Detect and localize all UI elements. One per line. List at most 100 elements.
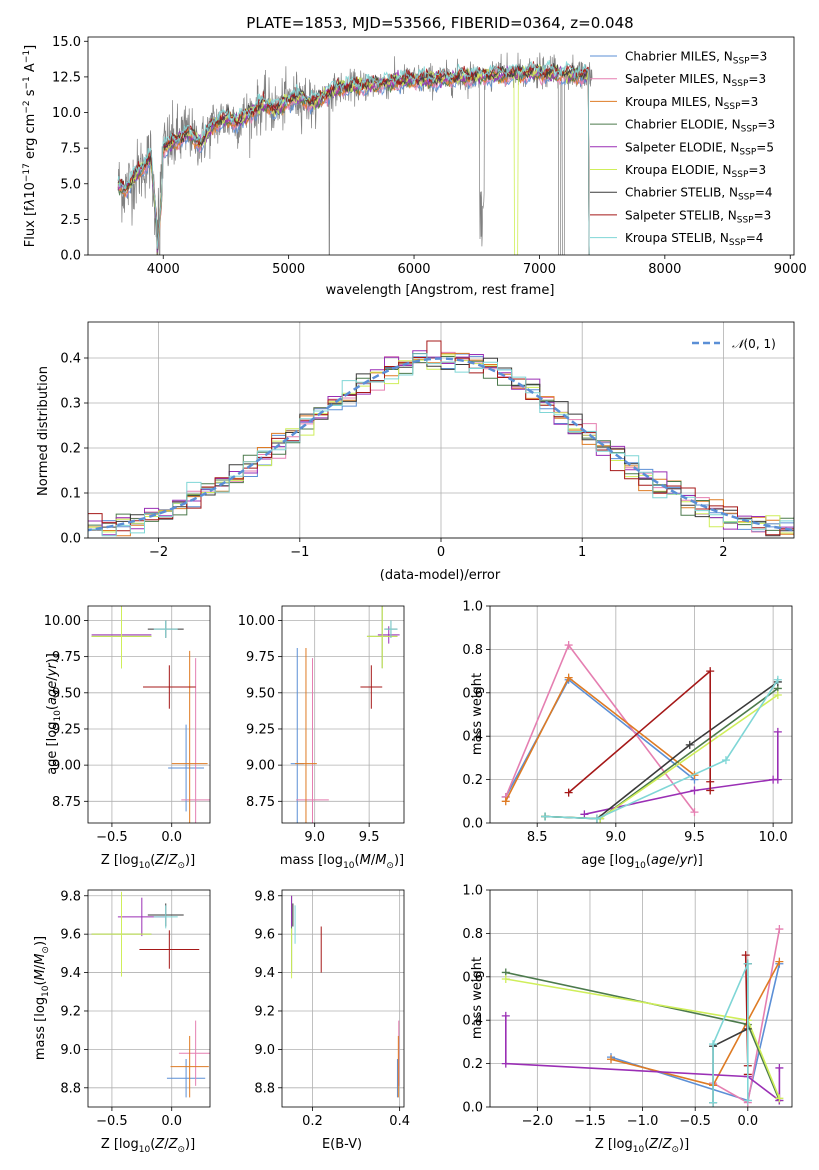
- spectrum-ytick-label: 5.0: [60, 177, 81, 192]
- legend-label-chabrier-stelib: Chabrier STELIB, NSSP=4: [625, 186, 773, 203]
- mass-ebv-ytick-label: 9.2: [254, 1004, 275, 1019]
- age-z-ytick-label: 9.75: [52, 650, 81, 665]
- age-z-point-salpeter-stelib: [143, 665, 196, 709]
- histogram-xtick-label: −2: [149, 545, 168, 560]
- weight-age-marker-salpeter-stelib: [706, 667, 715, 676]
- age-z-x-label: Z [log10(Z/Z⊙)]: [101, 853, 195, 871]
- legend-label-kroupa-stelib: Kroupa STELIB, NSSP=4: [625, 231, 763, 248]
- weight-age-marker-salpeter-stelib: [706, 777, 715, 786]
- age-z-point-salpeter-miles: [181, 658, 210, 823]
- mass-z-ytick-label: 9.4: [60, 966, 81, 981]
- spectrum-legend: Chabrier MILES, NSSP=3 Salpeter MILES, NS…: [590, 50, 775, 248]
- spectrum-axes-frame: [87, 36, 795, 256]
- weight-age-y-label: mass weight: [470, 673, 485, 755]
- legend-label-salpeter-elodie: Salpeter ELODIE, NSSP=5: [625, 140, 774, 157]
- histogram-ytick-label: 0.1: [60, 487, 81, 502]
- histogram-xtick-label: 1: [578, 545, 586, 560]
- weight-age-line-kroupa-stelib: [545, 679, 779, 820]
- histogram-ytick-label: 0.2: [60, 442, 81, 457]
- mass-ebv-axes-frame: [281, 889, 405, 1108]
- weight-z-marker-salpeter-stelib: [741, 951, 750, 960]
- normal-legend-label: 𝒩(0, 1): [732, 337, 776, 351]
- spectrum-x-label: wavelength [Angstrom, rest frame]: [326, 283, 555, 298]
- mass-ebv-ytick-label: 9.4: [254, 966, 275, 981]
- age-z-point-chabrier-miles: [168, 724, 205, 812]
- weight-z-xtick-label: −2.0: [522, 1114, 554, 1129]
- mass-weight-vs-age-panel: 8.5 9.0 9.5 10.0 0.0 0.2 0.4 0.6 0.8 1.0: [462, 600, 793, 845]
- histogram-xtick-label: −1: [290, 545, 309, 560]
- legend-label-chabrier-elodie: Chabrier ELODIE, NSSP=3: [625, 118, 775, 135]
- histogram-xtick-label: 0: [437, 545, 445, 560]
- mass-vs-extinction-panel: 0.2 0.4 8.8 9.0 9.2 9.4 9.6 9.8: [254, 889, 410, 1129]
- spectrum-xtick-label: 6000: [397, 262, 430, 277]
- age-mass-ytick-label: 8.75: [246, 795, 275, 810]
- weight-age-marker-salpeter-elodie: [773, 727, 782, 736]
- weight-z-plot-area: [501, 925, 784, 1107]
- normal-distribution-curve: [88, 357, 794, 532]
- spectrum-y-label: Flux [fλ10−17 erg cm−2 s−1 A−1]: [22, 45, 38, 247]
- weight-age-marker-kroupa-elodie: [773, 690, 782, 699]
- age-mass-axes-frame: [281, 605, 405, 824]
- spectrum-xtick-label: 8000: [648, 262, 681, 277]
- mass-z-ytick-label: 8.8: [60, 1081, 81, 1096]
- histogram-ytick-label: 0.0: [60, 532, 81, 547]
- weight-z-marker-kroupa-stelib: [743, 1096, 752, 1105]
- legend-label-chabrier-miles: Chabrier MILES, NSSP=3: [625, 50, 767, 67]
- mass-vs-metallicity-panel: −0.5 0.0 8.8 9.0 9.2 9.4 9.6 9.8: [60, 889, 211, 1129]
- weight-age-marker-kroupa-miles: [564, 673, 573, 682]
- weight-z-ytick-label: 0.6: [462, 970, 483, 985]
- spectrum-plot-area: [117, 52, 593, 255]
- age-mass-plot-area: [290, 606, 400, 823]
- histogram-xtick-label: 2: [719, 545, 727, 560]
- age-mass-point-kroupa-miles: [295, 647, 317, 823]
- age-z-point-kroupa-elodie: [91, 606, 152, 669]
- weight-age-xtick-label: 8.5: [527, 830, 548, 845]
- age-vs-mass-panel: 9.0 9.5 8.75 9.00 9.25 9.50 9.75 10.00: [238, 605, 405, 845]
- weight-age-marker-salpeter-elodie: [773, 775, 782, 784]
- spectrum-xtick-label: 7000: [523, 262, 556, 277]
- age-z-ytick-label: 10.00: [44, 614, 81, 629]
- weight-age-ytick-label: 0.0: [462, 817, 483, 832]
- mass-z-point-salpeter-stelib: [139, 930, 200, 969]
- histogram-x-label: (data-model)/error: [380, 568, 501, 583]
- age-mass-ytick-label: 9.25: [246, 722, 275, 737]
- mass-ebv-xtick-label: 0.2: [302, 1114, 323, 1129]
- weight-age-marker-chabrier-stelib: [685, 740, 694, 749]
- spectrum-ytick-label: 15.0: [52, 35, 81, 50]
- mass-z-ytick-label: 9.8: [60, 889, 81, 904]
- mass-ebv-ytick-label: 9.6: [254, 928, 275, 943]
- mass-ebv-plot-area: [291, 895, 400, 1098]
- legend-label-salpeter-miles: Salpeter MILES, NSSP=3: [625, 72, 766, 89]
- spectrum-xtick-label: 5000: [272, 262, 305, 277]
- mass-ebv-ytick-label: 9.8: [254, 889, 275, 904]
- weight-z-marker-salpeter-elodie: [775, 1063, 784, 1072]
- weight-age-marker-salpeter-elodie: [690, 786, 699, 795]
- weight-z-x-label: Z [log10(Z/Z⊙)]: [595, 1137, 689, 1155]
- mass-z-plot-area: [91, 891, 210, 1098]
- weight-age-line-salpeter-stelib: [568, 669, 711, 794]
- age-z-point-kroupa-stelib: [153, 620, 178, 638]
- weight-age-line-salpeter-elodie: [584, 731, 779, 816]
- mass-z-point-kroupa-elodie: [91, 891, 152, 977]
- mass-z-point-chabrier-miles: [166, 1058, 206, 1098]
- mass-z-ytick-label: 9.6: [60, 928, 81, 943]
- weight-z-marker-kroupa-stelib: [709, 1040, 718, 1049]
- weight-age-ytick-label: 1.0: [462, 600, 483, 615]
- weight-z-marker-kroupa-elodie: [501, 974, 510, 983]
- age-mass-ytick-label: 9.00: [246, 759, 275, 774]
- weight-age-marker-kroupa-stelib: [592, 814, 601, 823]
- legend-label-kroupa-elodie: Kroupa ELODIE, NSSP=3: [625, 163, 766, 180]
- legend-label-salpeter-stelib: Salpeter STELIB, NSSP=3: [625, 208, 771, 225]
- weight-age-x-label: age [log10(age/yr)]: [581, 853, 703, 871]
- weight-age-axes-frame: [489, 605, 793, 824]
- weight-age-ytick-label: 0.6: [462, 686, 483, 701]
- age-mass-point-kroupa-stelib: [384, 620, 398, 638]
- age-mass-xtick-label: 9.5: [359, 830, 380, 845]
- histogram-plot-area: [88, 340, 794, 537]
- mass-z-point-kroupa-stelib: [153, 905, 178, 929]
- residual-histogram-panel: −2 −1 0 1 2 0.0 0.1 0.2 0.3 0.4: [60, 321, 795, 560]
- spectrum-model-kroupa-elodie: [117, 63, 590, 255]
- weight-z-marker-kroupa-elodie: [775, 1094, 784, 1103]
- age-z-plot-area: [91, 606, 210, 823]
- mass-z-point-salpeter-miles: [178, 1020, 210, 1086]
